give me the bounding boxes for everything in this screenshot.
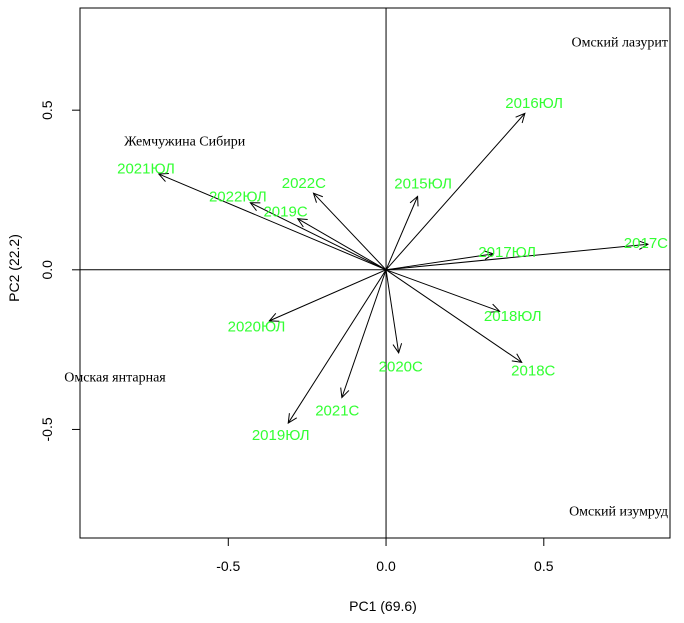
y-tick-label: -0.5 bbox=[39, 417, 55, 441]
vector-line bbox=[269, 269, 387, 322]
vector-label: 2018С bbox=[511, 362, 555, 379]
vector-line bbox=[313, 192, 387, 271]
axes: -0.5 0.0 0.5 -0.5 0.0 0.5 bbox=[39, 100, 554, 574]
vector-2017ЮЛ bbox=[385, 250, 495, 271]
vector-label: 2022С bbox=[282, 175, 326, 192]
vector-2018С bbox=[385, 269, 523, 364]
observation-label: Омский изумруд bbox=[569, 505, 668, 520]
vector-label: 2022ЮЛ bbox=[209, 189, 267, 206]
vector-line bbox=[250, 202, 387, 271]
vector-arrowhead bbox=[157, 173, 169, 182]
vector-line bbox=[385, 269, 522, 363]
vector-label: 2017С bbox=[624, 235, 668, 252]
vector-line bbox=[385, 196, 419, 271]
observation-label: Омский лазурит bbox=[571, 35, 668, 50]
vector-label: 2015ЮЛ bbox=[394, 176, 452, 193]
vector-line bbox=[341, 269, 387, 398]
vector-arrowhead bbox=[515, 112, 526, 124]
vector-2016ЮЛ bbox=[385, 112, 526, 271]
loading-vectors bbox=[157, 112, 650, 425]
plot-frame bbox=[79, 7, 671, 539]
vector-line bbox=[158, 173, 387, 271]
vector-2019ЮЛ bbox=[287, 269, 387, 425]
vector-2021С bbox=[340, 269, 387, 399]
vector-label: 2016ЮЛ bbox=[505, 95, 563, 112]
vector-2021ЮЛ bbox=[157, 173, 387, 271]
x-tick-label: 0.5 bbox=[534, 558, 554, 574]
vector-arrowhead bbox=[249, 202, 261, 211]
vector-label: 2020С bbox=[379, 359, 423, 376]
loading-vector-labels: 2016ЮЛ 2015ЮЛ 2017ЮЛ 2017С 2018ЮЛ 2018С 2020С 2… bbox=[117, 95, 668, 444]
y-tick-label: 0.5 bbox=[39, 100, 55, 120]
vector-label: 2019ЮЛ bbox=[252, 427, 310, 444]
vector-label: 2018ЮЛ bbox=[484, 308, 542, 325]
vector-arrowhead bbox=[268, 312, 280, 322]
vector-2015ЮЛ bbox=[385, 195, 419, 271]
vector-line bbox=[385, 253, 494, 271]
vector-arrowhead bbox=[483, 250, 495, 260]
vector-2020ЮЛ bbox=[268, 269, 387, 322]
vector-label: 2019С bbox=[263, 204, 307, 221]
vector-label: 2021С bbox=[315, 403, 359, 420]
vector-arrowhead bbox=[296, 218, 308, 228]
x-tick-label: -0.5 bbox=[216, 558, 240, 574]
vector-label: 2021ЮЛ bbox=[117, 161, 175, 178]
vector-2022ЮЛ bbox=[249, 202, 387, 271]
vector-line bbox=[287, 269, 387, 424]
reference-lines bbox=[80, 8, 670, 538]
vector-arrowhead bbox=[489, 303, 501, 313]
vector-line bbox=[385, 113, 526, 271]
vector-2019С bbox=[296, 218, 387, 271]
vector-2020С bbox=[385, 269, 403, 354]
observation-labels: Омский лазурит Жемчужина Сибири Омская янт… bbox=[64, 35, 668, 519]
vector-arrowhead bbox=[638, 240, 650, 250]
x-axis-label: PC1 (69.6) bbox=[349, 598, 417, 614]
vector-line bbox=[297, 218, 387, 271]
plot-border bbox=[79, 7, 671, 539]
observation-label: Омская янтарная bbox=[64, 371, 166, 386]
vector-2017С bbox=[385, 240, 650, 271]
vector-line bbox=[385, 243, 648, 271]
vector-line bbox=[385, 269, 500, 312]
vector-arrowhead bbox=[409, 195, 419, 207]
vector-line bbox=[385, 269, 400, 353]
vector-2018ЮЛ bbox=[385, 269, 501, 313]
y-axis-label: PC2 (22.2) bbox=[6, 234, 22, 302]
vector-arrowhead bbox=[312, 192, 324, 203]
vector-arrowhead bbox=[511, 353, 523, 364]
y-tick-label: 0.0 bbox=[39, 260, 55, 280]
vector-2022С bbox=[312, 192, 387, 271]
vector-arrowhead bbox=[287, 413, 298, 425]
observation-label: Жемчужина Сибири bbox=[124, 134, 246, 149]
vector-arrowhead bbox=[340, 387, 350, 399]
vector-label: 2020ЮЛ bbox=[228, 319, 286, 336]
x-tick-label: 0.0 bbox=[376, 558, 396, 574]
vector-arrowhead bbox=[392, 343, 403, 354]
vector-label: 2017ЮЛ bbox=[478, 244, 536, 261]
